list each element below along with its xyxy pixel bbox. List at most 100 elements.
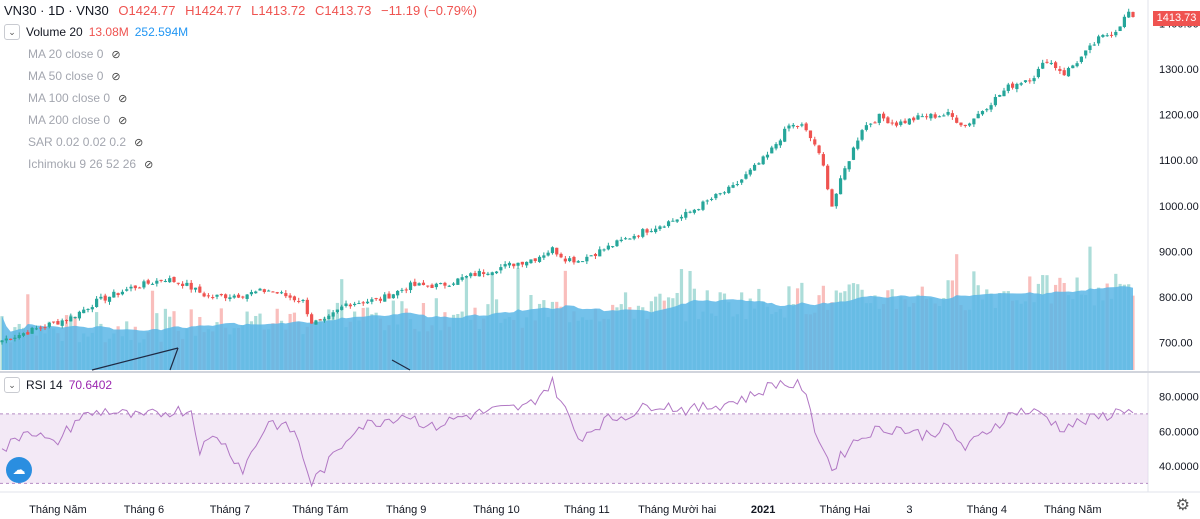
candle-body [185, 282, 189, 286]
indicator-label: MA 20 close 0 [28, 47, 104, 61]
ohlc-close: C1413.73 [315, 3, 372, 18]
ohlc-change: −11.19 (−0.79%) [381, 3, 477, 18]
indicator-ichimoku[interactable]: Ichimoku 9 26 52 26 ⊘ [28, 157, 153, 171]
price-tick-label: 1300.00 [1159, 64, 1199, 76]
candle-body [107, 296, 112, 302]
candle-body [512, 263, 516, 267]
candle-body [546, 252, 550, 256]
indicator-ma100[interactable]: MA 100 close 0 ⊘ [28, 91, 127, 105]
candle-body [434, 283, 438, 288]
candle-body [929, 113, 933, 119]
collapse-legend-button[interactable]: ⌄ [4, 377, 20, 393]
candle-body [619, 239, 623, 242]
candle-body [198, 286, 202, 293]
candle-body [129, 286, 133, 289]
candle-body [692, 209, 696, 213]
rsi-label[interactable]: RSI 14 [26, 378, 63, 392]
candle-body [920, 116, 924, 118]
candle-body [550, 247, 555, 254]
candle-body [1041, 62, 1045, 69]
candle-body [417, 283, 421, 286]
candle-body [916, 115, 920, 120]
candle-body [241, 296, 245, 298]
volume-label[interactable]: Volume 20 [26, 25, 83, 39]
candle-body [206, 295, 211, 297]
candle-body [1084, 50, 1088, 56]
candle-body [426, 285, 430, 287]
candle-body [645, 229, 649, 233]
candle-body [636, 235, 641, 237]
candle-body [507, 262, 512, 266]
candle-body [331, 312, 335, 317]
candle-body [752, 164, 757, 171]
candle-body [64, 320, 69, 322]
eye-hidden-icon[interactable]: ⊘ [118, 114, 128, 127]
eye-hidden-icon[interactable]: ⊘ [111, 70, 121, 83]
indicator-sar[interactable]: SAR 0.02 0.02 0.2 ⊘ [28, 135, 143, 149]
candle-body [886, 117, 890, 124]
candle-body [778, 140, 782, 146]
candle-body [189, 282, 193, 290]
candle-body [245, 294, 249, 299]
symbol-title[interactable]: VN30 · 1D · VN30 [4, 3, 109, 18]
volume-ma-value: 252.594M [134, 25, 189, 39]
candle-body [4, 338, 8, 341]
candle-body [193, 287, 198, 290]
candle-body [993, 96, 997, 106]
candle-body [955, 117, 959, 123]
price-tick-label: 700.00 [1159, 338, 1193, 350]
indicator-ma50[interactable]: MA 50 close 0 ⊘ [28, 69, 121, 83]
candle-body [791, 124, 795, 127]
candle-body [912, 117, 916, 121]
candle-body [142, 281, 146, 288]
eye-hidden-icon[interactable]: ⊘ [144, 158, 154, 171]
candle-body [82, 309, 86, 314]
candle-body [808, 130, 813, 139]
candle-body [370, 299, 374, 302]
candle-body [361, 302, 365, 304]
candle-body [1049, 62, 1053, 64]
candle-body [1127, 11, 1131, 18]
candle-body [275, 292, 279, 294]
price-tick-label: 1100.00 [1159, 155, 1198, 167]
candle-body [826, 165, 830, 190]
rsi-tick-label: 60.0000 [1159, 426, 1199, 438]
candle-body [279, 292, 284, 294]
candle-body [486, 273, 490, 275]
rsi-value: 70.6402 [68, 378, 113, 392]
indicator-label: MA 200 close 0 [28, 113, 111, 127]
indicator-ma200[interactable]: MA 200 close 0 ⊘ [28, 113, 127, 127]
gear-icon[interactable]: ⚙ [1175, 497, 1190, 514]
candle-body [1058, 68, 1062, 72]
candle-body [469, 273, 473, 277]
candle-body [572, 256, 576, 263]
candle-body [869, 123, 873, 125]
candle-body [576, 261, 580, 263]
candle-body [202, 293, 206, 297]
time-tick-label: 2021 [751, 504, 775, 516]
eye-hidden-icon[interactable]: ⊘ [111, 48, 121, 61]
candle-body [963, 124, 967, 127]
eye-hidden-icon[interactable]: ⊘ [134, 136, 144, 149]
collapse-legend-button[interactable]: ⌄ [4, 24, 20, 40]
tradingview-logo-icon[interactable]: ☁ [6, 457, 32, 483]
candle-body [1002, 90, 1006, 97]
indicator-label: Ichimoku 9 26 52 26 [28, 157, 137, 171]
indicator-ma20[interactable]: MA 20 close 0 ⊘ [28, 47, 121, 61]
candle-body [757, 163, 761, 165]
time-tick-label: Tháng 9 [386, 504, 426, 516]
candle-body [494, 271, 499, 274]
candle-body [654, 228, 658, 233]
candle-body [301, 300, 305, 302]
candle-body [611, 246, 615, 248]
candle-body [133, 285, 137, 289]
candle-body [602, 249, 606, 251]
candle-body [69, 316, 73, 322]
rsi-tick-label: 40.0000 [1159, 461, 1199, 473]
candle-body [770, 147, 774, 154]
eye-hidden-icon[interactable]: ⊘ [118, 92, 128, 105]
candle-body [860, 130, 864, 140]
candle-body [318, 319, 322, 321]
candle-body [714, 194, 718, 199]
